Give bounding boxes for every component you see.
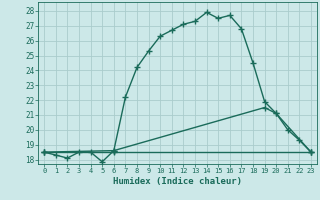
X-axis label: Humidex (Indice chaleur): Humidex (Indice chaleur)	[113, 177, 242, 186]
